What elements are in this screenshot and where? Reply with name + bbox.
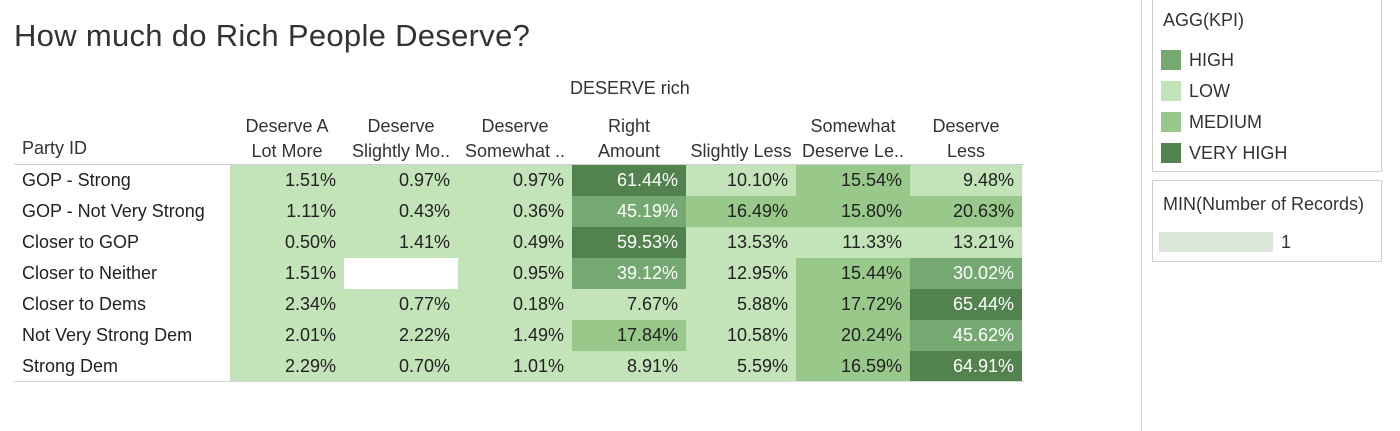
heatmap-cell: 15.44% [796,258,910,289]
heatmap-cell: 17.72% [796,289,910,320]
panel-separator [1141,0,1142,431]
heatmap-cell: 15.80% [796,196,910,227]
heatmap-cell: 45.19% [572,196,686,227]
size-legend-value: 1 [1281,232,1292,252]
heatmap-cell: 45.62% [910,320,1022,351]
heatmap-cell: 0.97% [344,165,458,196]
heatmap-cell: 0.50% [230,227,344,258]
heatmap-cell: 0.43% [344,196,458,227]
heatmap-cell: 13.21% [910,227,1022,258]
heatmap-cell: 20.24% [796,320,910,351]
heatmap-cell: 1.49% [458,320,572,351]
heatmap-cell: 10.58% [686,320,796,351]
row-label: Closer to Neither [22,263,158,283]
heatmap-cell: 0.18% [458,289,572,320]
column-header-line: Deserve [367,116,435,136]
heatmap-cell: 1.11% [230,196,344,227]
heatmap-cell: 2.34% [230,289,344,320]
column-header: Slightly Less [682,114,800,164]
heatmap-cell: 15.54% [796,165,910,196]
heatmap-cell: 1.41% [344,227,458,258]
color-legend: AGG(KPI) HIGH LOW MEDIUM VERY HIGH [1152,0,1382,172]
row-label: Not Very Strong Dem [22,325,193,345]
column-header-line: Deserve Le.. [801,141,905,161]
column-header: Deserve Less [906,114,1026,164]
heatmap-cell: 7.67% [572,289,686,320]
column-header: Deserve Somewhat .. [454,114,576,164]
heatmap-cell: 20.63% [910,196,1022,227]
heatmap-grid: GOP - Strong 1.51% 0.97% 0.97% 61.44% 10.10% 1… [0,165,1024,382]
heatmap-cell: 9.48% [910,165,1022,196]
table-bottom-divider [14,381,1024,382]
heatmap-cell: 10.10% [686,165,796,196]
heatmap-cell: 64.91% [910,351,1022,382]
heatmap-cell: 16.49% [686,196,796,227]
row-header-label: Party ID [22,138,88,158]
heatmap-cell: 2.01% [230,320,344,351]
column-header-line: Deserve [481,116,549,136]
legend-swatch [1161,50,1181,70]
column-header-line: Slightly Mo.. [351,141,451,161]
column-header-line: Lot More [251,141,323,161]
legend-swatch [1161,143,1181,163]
legend-label: LOW [1189,81,1231,101]
heatmap-cell: 61.44% [572,165,686,196]
color-legend-title: AGG(KPI) [1163,10,1245,30]
heatmap-cell: 16.59% [796,351,910,382]
column-header-line: Deserve [932,116,1000,136]
column-header: Somewhat Deserve Le.. [792,114,914,164]
size-legend-swatch [1159,232,1273,252]
header-divider [14,164,1024,165]
column-header: Deserve Slightly Mo.. [340,114,462,164]
heatmap-cell: 5.59% [686,351,796,382]
column-header-line: Right [607,116,651,136]
heatmap-cell: 2.29% [230,351,344,382]
heatmap-cell: 0.36% [458,196,572,227]
column-group-label: DESERVE rich [570,78,690,98]
heatmap-cell: 12.95% [686,258,796,289]
heatmap-cell: 2.22% [344,320,458,351]
legend-swatch [1161,81,1181,101]
heatmap-cell: 1.51% [230,165,344,196]
row-label: GOP - Not Very Strong [22,201,205,221]
legend-swatch [1161,112,1181,132]
row-label: GOP - Strong [22,170,131,190]
heatmap-cell: 0.77% [344,289,458,320]
heatmap-cell: 0.95% [458,258,572,289]
heatmap-cell: 13.53% [686,227,796,258]
column-header-line: Less [946,141,986,161]
heatmap-cell: 0.70% [344,351,458,382]
chart-title: How much do Rich People Deserve? [14,18,531,53]
heatmap-cell: 30.02% [910,258,1022,289]
heatmap-cell: 0.49% [458,227,572,258]
column-header-line: Amount [597,141,661,161]
column-header-line: Somewhat .. [464,141,566,161]
heatmap-cell: 39.12% [572,258,686,289]
heatmap-cell: 5.88% [686,289,796,320]
heatmap-cell: 17.84% [572,320,686,351]
heatmap-cell: 1.01% [458,351,572,382]
column-header-line: Slightly Less [690,141,792,161]
heatmap-cell: 8.91% [572,351,686,382]
heatmap-cell [344,258,458,289]
column-header: Deserve A Lot More [226,114,348,164]
row-label: Closer to Dems [22,294,147,314]
column-header: Right Amount [568,114,690,164]
legend-label: HIGH [1189,50,1234,70]
heatmap-cell: 59.53% [572,227,686,258]
column-header-line: Somewhat [810,116,896,136]
heatmap-cell: 1.51% [230,258,344,289]
heatmap-cell: 11.33% [796,227,910,258]
legend-label: MEDIUM [1189,112,1262,132]
row-label: Closer to GOP [22,232,140,252]
heatmap-cell: 0.97% [458,165,572,196]
legend-label: VERY HIGH [1189,143,1288,163]
row-label: Strong Dem [22,356,119,376]
size-legend: MIN(Number of Records) 1 [1152,180,1382,262]
column-header-row: Deserve A Lot More Deserve Slightly Mo.. Des… [0,114,1024,164]
column-header-line: Deserve A [245,116,329,136]
size-legend-title: MIN(Number of Records) [1163,194,1365,214]
heatmap-cell: 65.44% [910,289,1022,320]
